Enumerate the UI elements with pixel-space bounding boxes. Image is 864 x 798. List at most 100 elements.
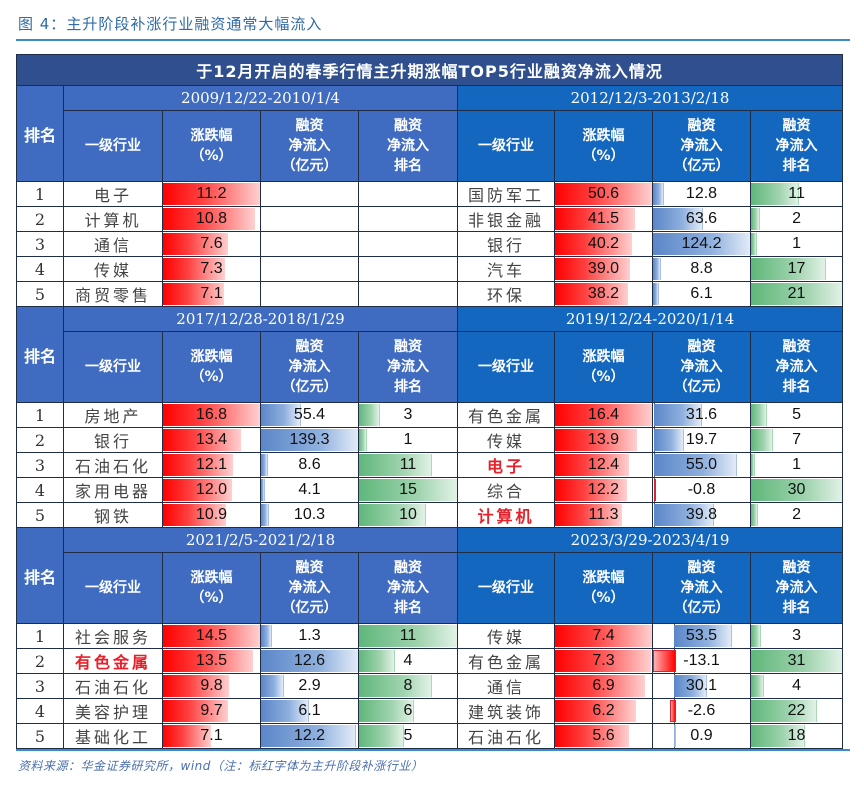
data-bar (163, 479, 232, 501)
column-header-line: 排名 (394, 158, 422, 174)
industry-cell: 基础化工 (63, 723, 163, 749)
table-row: 3 石油石化 12.1 8.6 11 电子 12.4 55.0 1 (16, 452, 844, 478)
column-header: 一级行业 (63, 331, 163, 403)
data-bar (653, 454, 737, 476)
inflow-rank-value: 1 (792, 235, 801, 252)
data-bar (359, 429, 367, 451)
data-bar (359, 504, 426, 526)
data-bar (555, 429, 638, 451)
column-header: 融资 净流入 排名 (358, 110, 458, 182)
column-header: 一级行业 (457, 552, 555, 624)
column-header-line: 净流入 (387, 580, 429, 596)
data-bar (261, 504, 269, 526)
inflow-rank-cell: 7 (749, 427, 844, 453)
column-header: 融资 净流入 排名 (358, 552, 458, 624)
inflow-value: 12.2 (293, 727, 326, 744)
data-bar (751, 208, 761, 230)
inflow-rank-value: 11 (399, 456, 417, 473)
data-bar (359, 700, 414, 722)
column-header-line: 涨跌幅 (582, 128, 625, 144)
column-header: 涨跌幅 （%） (554, 552, 653, 624)
data-bar (163, 208, 256, 230)
column-header-line: 净流入 (775, 138, 818, 154)
rank-header: 排名 (16, 85, 64, 182)
data-bar (674, 625, 733, 647)
change-value: 12.4 (587, 456, 620, 473)
inflow-value: 10.3 (293, 506, 326, 523)
change-value: 13.5 (195, 652, 228, 669)
inflow-value: 2.9 (298, 677, 321, 694)
inflow-value: 6.1 (690, 285, 713, 302)
change-value: 38.2 (587, 285, 620, 302)
data-bar (555, 625, 652, 647)
inflow-rank-value: 17 (787, 260, 806, 277)
column-header-line: （亿元） (281, 379, 338, 395)
column-header-line: 融资 (394, 339, 422, 355)
inflow-table: 于12月开启的春季行情主升期涨幅TOP5行业融资净流入情况 排名 2009/12/… (15, 54, 844, 749)
column-header-line: 涨跌幅 (190, 570, 233, 586)
change-value: 7.4 (592, 627, 615, 644)
inflow-rank-value: 11 (399, 627, 417, 644)
column-header-line: （%） (582, 369, 625, 385)
inflow-rank-value: 30 (787, 481, 806, 498)
inflow-cell: 39.8 (652, 502, 751, 528)
column-header-line: （亿元） (673, 600, 730, 616)
inflow-rank-value: 5 (792, 406, 801, 423)
column-header-line: （%） (582, 148, 625, 164)
industry-cell: 银行 (457, 231, 555, 257)
data-bar (555, 183, 652, 205)
change-value: 11.3 (588, 506, 619, 523)
industry-cell: 建筑装饰 (457, 698, 555, 724)
column-header: 一级行业 (63, 552, 163, 624)
inflow-rank-cell: 21 (749, 281, 844, 307)
data-bar (653, 479, 656, 501)
change-cell: 7.1 (162, 723, 261, 749)
change-cell: 7.6 (162, 231, 261, 257)
data-bar (555, 650, 652, 672)
data-bar (653, 183, 664, 205)
inflow-cell (260, 231, 359, 257)
inflow-value: -2.6 (687, 702, 716, 719)
data-bar (163, 725, 211, 747)
column-header-line: 涨跌幅 (582, 570, 625, 586)
column-header-line: 排名 (782, 600, 811, 616)
change-cell: 16.8 (162, 402, 261, 428)
rank-cell: 1 (16, 623, 64, 649)
inflow-cell: 53.5 (652, 623, 751, 649)
top-rule (16, 39, 850, 41)
data-bar (670, 700, 677, 722)
industry-cell: 石油石化 (457, 723, 555, 749)
inflow-value: 0.9 (690, 727, 713, 744)
data-bar (751, 479, 842, 501)
inflow-cell: 6.1 (652, 281, 751, 307)
data-bar (653, 404, 702, 426)
column-header-line: 一级行业 (85, 580, 141, 596)
change-value: 10.8 (195, 210, 228, 227)
data-bar (653, 429, 685, 451)
industry-cell: 汽车 (457, 256, 555, 282)
table-row: 1 电子 11.2 国防军工 50.6 12.8 11 (16, 181, 844, 207)
data-bar (751, 283, 842, 305)
change-value: 7.1 (200, 285, 223, 302)
change-value: 6.2 (592, 702, 615, 719)
column-header-line: 净流入 (775, 580, 818, 596)
column-header-line: 净流入 (680, 359, 723, 375)
data-bar (163, 625, 260, 647)
figure-title-text: 主升阶段补涨行业融资通常大幅流入 (66, 15, 323, 33)
column-header-line: 净流入 (680, 138, 723, 154)
rank-cell: 5 (16, 723, 64, 749)
inflow-rank-cell (358, 281, 458, 307)
column-header-line: （%） (190, 369, 233, 385)
industry-cell: 非银金融 (457, 206, 555, 232)
inflow-cell: 139.3 (260, 427, 359, 453)
rank-cell: 1 (16, 402, 64, 428)
data-bar (261, 479, 265, 501)
column-header-line: 融资 (295, 560, 324, 576)
column-header-line: 净流入 (387, 138, 429, 154)
inflow-rank-cell: 8 (358, 673, 458, 699)
figure-title: 图 4：主升阶段补涨行业融资通常大幅流入 (18, 13, 322, 34)
data-bar (261, 725, 357, 747)
inflow-value: 139.3 (289, 431, 330, 448)
inflow-rank-cell: 1 (358, 427, 458, 453)
period-date: 2019/12/24-2020/1/14 (456, 306, 844, 332)
